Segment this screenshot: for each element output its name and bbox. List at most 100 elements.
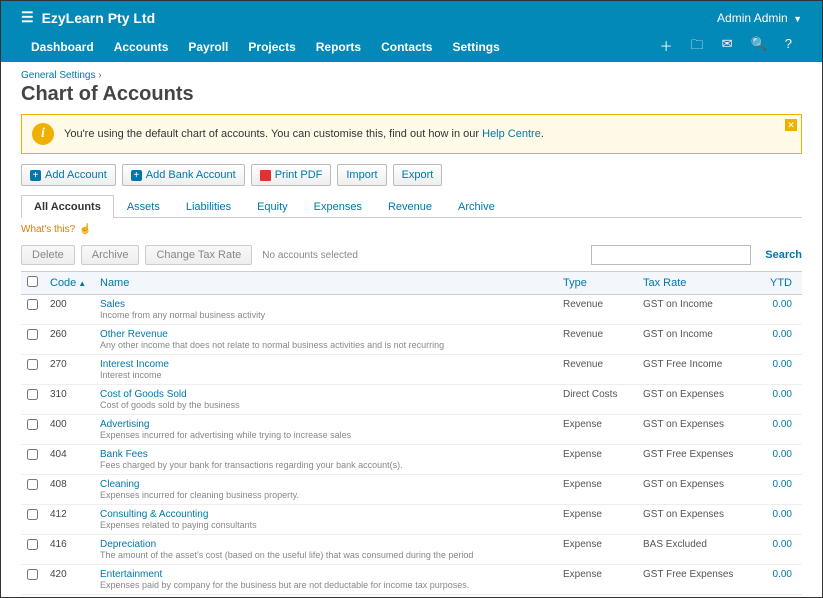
breadcrumb-parent[interactable]: General Settings — [21, 70, 96, 81]
account-link[interactable]: Consulting & Accounting — [100, 509, 551, 520]
search-input[interactable] — [591, 245, 751, 265]
account-link[interactable]: Cost of Goods Sold — [100, 389, 551, 400]
pdf-icon — [260, 170, 271, 181]
row-checkbox[interactable] — [27, 359, 38, 370]
tab-all-accounts[interactable]: All Accounts — [21, 195, 114, 218]
account-link[interactable]: Other Revenue — [100, 329, 551, 340]
col-type[interactable]: Type — [557, 272, 637, 295]
row-type: Expense — [557, 475, 637, 505]
row-name-cell: Consulting & AccountingExpenses related … — [94, 505, 557, 535]
help-centre-link[interactable]: Help Centre — [482, 128, 541, 140]
tab-equity[interactable]: Equity — [244, 195, 301, 218]
row-ytd[interactable]: 0.00 — [747, 325, 802, 355]
row-tax: BAS Excluded — [637, 535, 747, 565]
account-desc: Expenses incurred for cleaning business … — [100, 490, 551, 500]
tab-revenue[interactable]: Revenue — [375, 195, 445, 218]
account-link[interactable]: Bank Fees — [100, 449, 551, 460]
user-menu[interactable]: Admin Admin ▼ — [717, 11, 802, 25]
import-button[interactable]: Import — [337, 164, 386, 186]
search-icon[interactable]: 🔍 — [751, 36, 767, 58]
select-all-checkbox[interactable] — [27, 276, 38, 287]
row-name-cell: DepreciationThe amount of the asset's co… — [94, 535, 557, 565]
archive-button[interactable]: Archive — [81, 245, 140, 265]
row-checkbox[interactable] — [27, 449, 38, 460]
add-bank-account-button[interactable]: +Add Bank Account — [122, 164, 245, 186]
account-link[interactable]: Sales — [100, 299, 551, 310]
nav-dashboard[interactable]: Dashboard — [21, 32, 104, 62]
row-code: 412 — [44, 505, 94, 535]
col-code[interactable]: Code▲ — [44, 272, 94, 295]
row-ytd[interactable]: 0.00 — [747, 415, 802, 445]
row-type: Revenue — [557, 325, 637, 355]
table-row: 425Freight & CourierExpenses incurred on… — [21, 595, 802, 598]
tab-expenses[interactable]: Expenses — [301, 195, 375, 218]
row-ytd[interactable]: 0.00 — [747, 355, 802, 385]
nav-accounts[interactable]: Accounts — [104, 32, 179, 62]
breadcrumb: General Settings › — [21, 70, 802, 81]
search-button[interactable]: Search — [765, 249, 802, 261]
account-link[interactable]: Cleaning — [100, 479, 551, 490]
tab-assets[interactable]: Assets — [114, 195, 173, 218]
row-ytd[interactable]: 0.00 — [747, 505, 802, 535]
row-ytd[interactable]: 0.00 — [747, 535, 802, 565]
row-code: 310 — [44, 385, 94, 415]
row-checkbox[interactable] — [27, 539, 38, 550]
breadcrumb-sep: › — [98, 70, 101, 81]
whats-this-link[interactable]: What's this? ☝ — [21, 224, 802, 235]
row-type: Expense — [557, 445, 637, 475]
company-name: EzyLearn Pty Ltd — [42, 10, 156, 26]
row-tax: GST on Expenses — [637, 505, 747, 535]
row-tax: GST on Expenses — [637, 415, 747, 445]
table-row: 408CleaningExpenses incurred for cleanin… — [21, 475, 802, 505]
row-name-cell: Freight & CourierExpenses incurred on co… — [94, 595, 557, 598]
col-name[interactable]: Name — [94, 272, 557, 295]
nav-settings[interactable]: Settings — [442, 32, 509, 62]
account-link[interactable]: Advertising — [100, 419, 551, 430]
files-icon[interactable]: 🗀 — [691, 36, 704, 58]
export-label: Export — [402, 169, 434, 181]
account-link[interactable]: Depreciation — [100, 539, 551, 550]
row-type: Revenue — [557, 355, 637, 385]
close-icon[interactable]: ✕ — [785, 119, 797, 131]
row-ytd[interactable]: 0.00 — [747, 595, 802, 598]
company-switcher[interactable]: ☰ EzyLearn Pty Ltd — [21, 9, 155, 26]
col-tax[interactable]: Tax Rate — [637, 272, 747, 295]
tab-archive[interactable]: Archive — [445, 195, 508, 218]
row-checkbox[interactable] — [27, 419, 38, 430]
nav-payroll[interactable]: Payroll — [178, 32, 238, 62]
row-ytd[interactable]: 0.00 — [747, 565, 802, 595]
row-checkbox[interactable] — [27, 509, 38, 520]
row-checkbox[interactable] — [27, 299, 38, 310]
nav-reports[interactable]: Reports — [306, 32, 371, 62]
add-icon[interactable]: ＋ — [660, 36, 673, 58]
nav-contacts[interactable]: Contacts — [371, 32, 442, 62]
account-link[interactable]: Interest Income — [100, 359, 551, 370]
row-ytd[interactable]: 0.00 — [747, 295, 802, 325]
help-icon[interactable]: ? — [785, 36, 792, 58]
row-checkbox[interactable] — [27, 329, 38, 340]
tabs: All AccountsAssetsLiabilitiesEquityExpen… — [21, 194, 802, 218]
tab-liabilities[interactable]: Liabilities — [173, 195, 244, 218]
export-button[interactable]: Export — [393, 164, 443, 186]
row-checkbox[interactable] — [27, 389, 38, 400]
account-desc: Income from any normal business activity — [100, 310, 551, 320]
row-tax: GST Free Expenses — [637, 565, 747, 595]
nav-projects[interactable]: Projects — [238, 32, 305, 62]
row-tax: GST on Expenses — [637, 475, 747, 505]
col-ytd[interactable]: YTD — [747, 272, 802, 295]
main-nav: DashboardAccountsPayrollProjectsReportsC… — [21, 32, 510, 62]
add-account-button[interactable]: +Add Account — [21, 164, 116, 186]
row-ytd[interactable]: 0.00 — [747, 445, 802, 475]
row-checkbox[interactable] — [27, 479, 38, 490]
whats-this-label: What's this? — [21, 224, 75, 235]
account-link[interactable]: Entertainment — [100, 569, 551, 580]
row-code: 400 — [44, 415, 94, 445]
row-ytd[interactable]: 0.00 — [747, 385, 802, 415]
row-ytd[interactable]: 0.00 — [747, 475, 802, 505]
row-tax: GST on Expenses — [637, 385, 747, 415]
mail-icon[interactable]: ✉ — [722, 36, 733, 58]
change-tax-rate-button[interactable]: Change Tax Rate — [145, 245, 252, 265]
delete-button[interactable]: Delete — [21, 245, 75, 265]
print-pdf-button[interactable]: Print PDF — [251, 164, 332, 186]
row-checkbox[interactable] — [27, 569, 38, 580]
